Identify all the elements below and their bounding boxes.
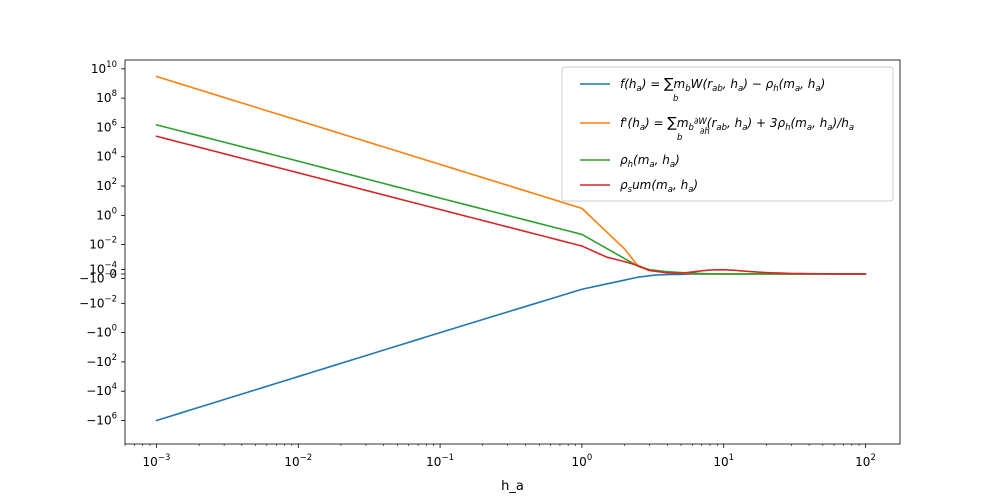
legend-entry-fprime-sum-index: b xyxy=(677,133,682,143)
legend-box xyxy=(561,66,894,202)
y-tick-label-5: 100 xyxy=(96,206,117,222)
y-tick-label-8: 0 xyxy=(109,267,117,281)
legend: f(ha) = ∑mbW(rab, ha) − ρh(ma, ha) b f'(… xyxy=(561,66,894,202)
legend-entry-fprime-denominator: ∂h xyxy=(700,127,710,137)
plot-frame xyxy=(124,59,901,445)
series-layer xyxy=(155,75,867,422)
y-tick-label-4: 102 xyxy=(96,177,117,193)
y-tick-label-0: 1010 xyxy=(91,60,117,76)
y-tick-label-1: 108 xyxy=(96,89,117,105)
y-tick-label-3: 104 xyxy=(96,148,117,164)
y-tick-label-10: −10−2 xyxy=(79,294,117,310)
legend-entry-fprime: f'(ha) = ∑mb∂W(rab, ha) + 3ρh(ma, ha)/ha xyxy=(620,115,854,133)
legend-entry-f-sum-index: b xyxy=(673,94,678,104)
x-axis: 10−3 10−2 10−1 100 101 102 xyxy=(124,444,876,469)
y-tick-label-11: −100 xyxy=(86,324,117,340)
series-line-3 xyxy=(155,135,867,275)
x-tick-label-3: 100 xyxy=(572,453,593,469)
y-tick-label-7: 10−4 xyxy=(89,261,117,277)
x-tick-label-2: 10−1 xyxy=(426,453,454,469)
y-tick-label-13: −104 xyxy=(86,382,117,398)
y-tick-label-2: 106 xyxy=(96,118,117,134)
x-tick-label-5: 102 xyxy=(855,453,876,469)
y-tick-label-9: −10−4 xyxy=(79,269,117,285)
y-tick-label-14: −106 xyxy=(86,412,117,428)
y-axis: 1010 108 106 104 102 100 10−2 10−40−10−4 −10−2 −1… xyxy=(79,60,125,428)
x-tick-label-1: 10−2 xyxy=(284,453,312,469)
x-tick-label-0: 10−3 xyxy=(143,453,171,469)
x-tick-label-4: 101 xyxy=(713,453,734,469)
legend-entry-rho-h: ρh(ma, ha) xyxy=(620,153,680,170)
x-axis-label: h_a xyxy=(501,479,524,494)
y-tick-label-6: 10−2 xyxy=(89,236,117,252)
y-tick-label-12: −102 xyxy=(86,353,117,369)
legend-entry-rho-sum: ρsum(ma, ha) xyxy=(620,178,698,195)
